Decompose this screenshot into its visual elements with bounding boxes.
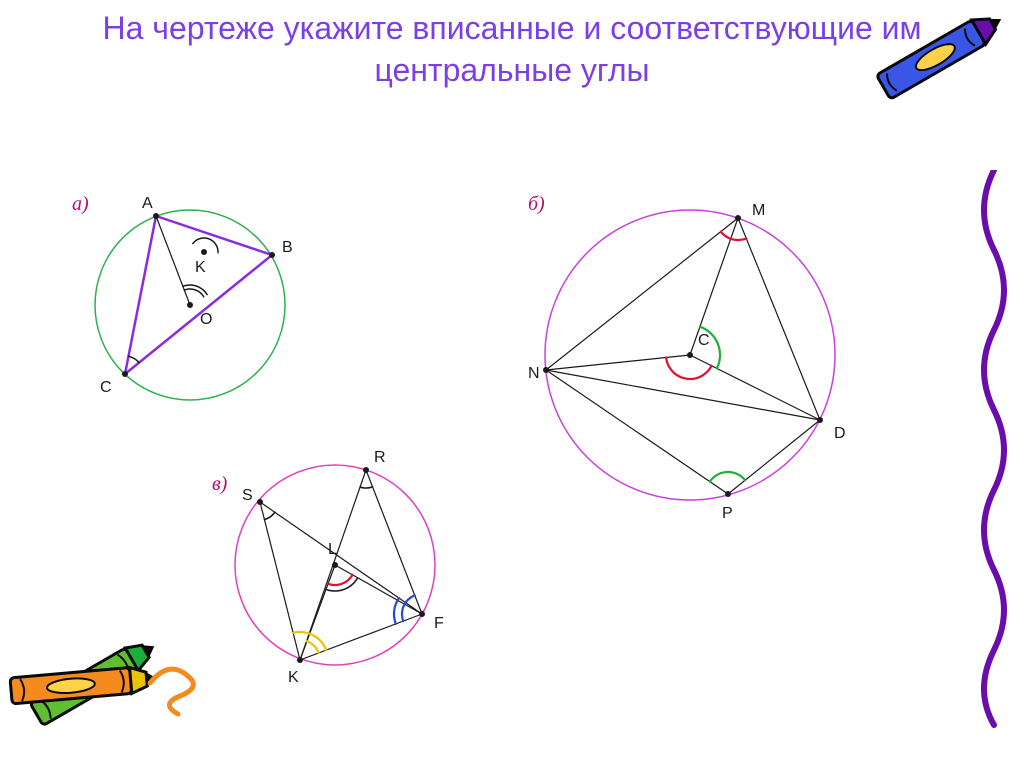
svg-text:M: M xyxy=(752,202,765,219)
diagram-a: а) A B C O K xyxy=(60,160,360,440)
svg-text:L: L xyxy=(328,541,337,558)
svg-text:C: C xyxy=(698,332,710,349)
svg-text:N: N xyxy=(528,365,540,382)
svg-text:C: C xyxy=(100,379,112,396)
svg-text:O: O xyxy=(200,311,212,328)
diagram-b: б) M N P D C xyxy=(520,180,880,540)
svg-text:B: B xyxy=(282,239,293,256)
svg-text:D: D xyxy=(834,425,846,442)
page-title: На чертеже укажите вписанные и соответст… xyxy=(0,8,1024,91)
diagram-c: в) R S K F L xyxy=(200,430,480,710)
diagram-b-label: б) xyxy=(528,193,545,215)
diagram-a-label: а) xyxy=(72,193,89,215)
svg-text:K: K xyxy=(288,669,299,686)
svg-text:R: R xyxy=(374,449,386,466)
svg-text:F: F xyxy=(434,615,444,632)
crayon-wavy-line-icon xyxy=(964,170,1024,730)
svg-text:P: P xyxy=(722,505,733,522)
diagram-c-label: в) xyxy=(212,473,228,495)
svg-text:K: K xyxy=(195,259,206,276)
svg-text:A: A xyxy=(142,195,153,212)
crayons-bottom-left-icon xyxy=(0,588,230,758)
svg-text:S: S xyxy=(242,487,253,504)
page-root: На чертеже укажите вписанные и соответст… xyxy=(0,0,1024,768)
